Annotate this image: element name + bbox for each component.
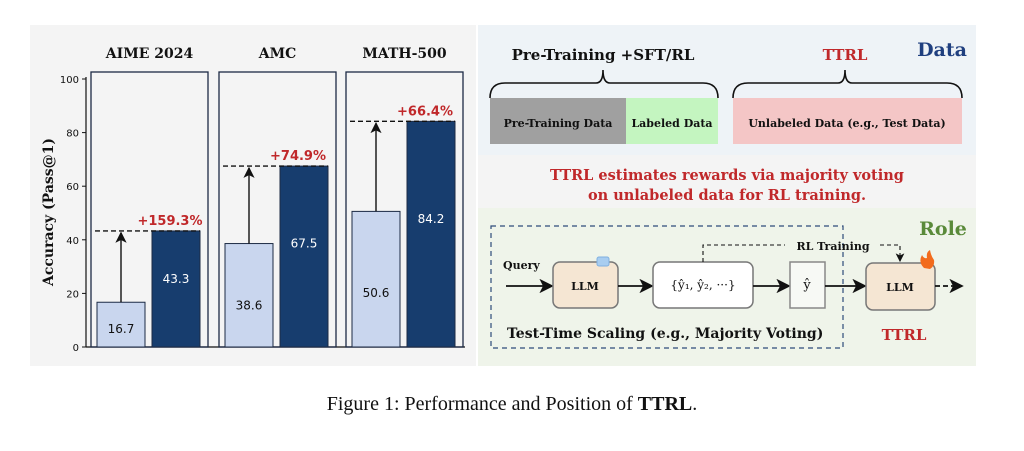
labeled-data-block <box>626 98 718 144</box>
trained-llm-label: LLM <box>886 281 914 294</box>
panel-frame <box>345 71 464 348</box>
ice-cube-icon <box>596 256 610 267</box>
answer-label: ŷ <box>802 278 811 293</box>
bar-value-label: 84.2 <box>418 212 445 226</box>
tts-label: Test-Time Scaling (e.g., Majority Voting… <box>507 326 823 342</box>
bar-value-label: 38.6 <box>236 299 263 313</box>
y-axis-label: Accuracy (Pass@1) <box>41 138 57 287</box>
frozen-llm-box <box>552 261 619 309</box>
bar-value-label: 67.5 <box>291 237 318 251</box>
bar <box>279 165 329 348</box>
samples-label: {ŷ₁, ŷ₂, ···} <box>670 278 735 292</box>
bar <box>151 230 201 348</box>
y-tick-label: 40 <box>66 236 79 247</box>
y-tick-label: 60 <box>66 182 79 193</box>
ttrl-role-label: TTRL <box>882 326 927 344</box>
panel-title: AMC <box>258 46 297 62</box>
bar <box>224 243 274 348</box>
ttrl-brace <box>732 69 963 99</box>
summary-line-1: TTRL estimates rewards via majority voti… <box>550 167 904 184</box>
y-tick-label: 20 <box>66 289 79 300</box>
bar-value-label: 43.3 <box>163 272 190 286</box>
panel-frame <box>90 71 209 348</box>
answer-box <box>789 261 826 309</box>
gain-label: +66.4% <box>397 104 453 119</box>
gain-label: +74.9% <box>270 149 326 164</box>
bar-value-label: 50.6 <box>363 286 390 300</box>
fire-icon <box>920 250 935 269</box>
pretrain-brace <box>489 69 719 99</box>
bar <box>406 120 456 348</box>
summary-section <box>478 155 976 208</box>
y-tick-label: 0 <box>73 343 79 354</box>
bar-chart: 0 20 40 60 80 100 AIME 2024 16.7 43.3 +159.3% AMC 3… <box>60 46 465 354</box>
panel-title: MATH-500 <box>362 46 447 62</box>
panel-frame <box>218 71 337 348</box>
data-label: Data <box>917 39 967 61</box>
y-tick-label: 100 <box>60 75 79 86</box>
summary-line-2: on unlabeled data for RL training. <box>588 187 866 204</box>
gain-label: +159.3% <box>137 214 202 229</box>
bar <box>351 210 401 348</box>
pretrain-data-block <box>490 98 626 144</box>
y-tick-label: 80 <box>66 129 79 140</box>
labeled-data-text: Labeled Data <box>631 117 712 130</box>
caption-text: Figure 1: Performance and Position of <box>326 393 638 415</box>
query-label: Query <box>503 259 540 272</box>
pretrain-data-text: Pre-Training Data <box>504 117 613 130</box>
unlabeled-data-text: Unlabeled Data (e.g., Test Data) <box>748 117 945 130</box>
pretrain-title: Pre-Training +SFT/RL <box>512 46 695 64</box>
rl-training-label: RL Training <box>796 240 869 253</box>
rl-training-feedback-arrow <box>702 244 900 262</box>
panel-title: AIME 2024 <box>105 46 194 62</box>
role-label: Role <box>919 218 967 240</box>
unlabeled-data-block <box>733 98 962 144</box>
bar <box>96 301 146 348</box>
bar-value-label: 16.7 <box>108 322 135 336</box>
caption-bold: TTRL <box>637 393 693 415</box>
frozen-llm-label: LLM <box>571 280 599 293</box>
caption-suffix: . <box>692 393 698 415</box>
ttrl-data-title: TTRL <box>823 46 868 64</box>
figure-caption: Figure 1: Performance and Position of TT… <box>0 393 1024 416</box>
test-time-scaling-box <box>490 225 844 349</box>
